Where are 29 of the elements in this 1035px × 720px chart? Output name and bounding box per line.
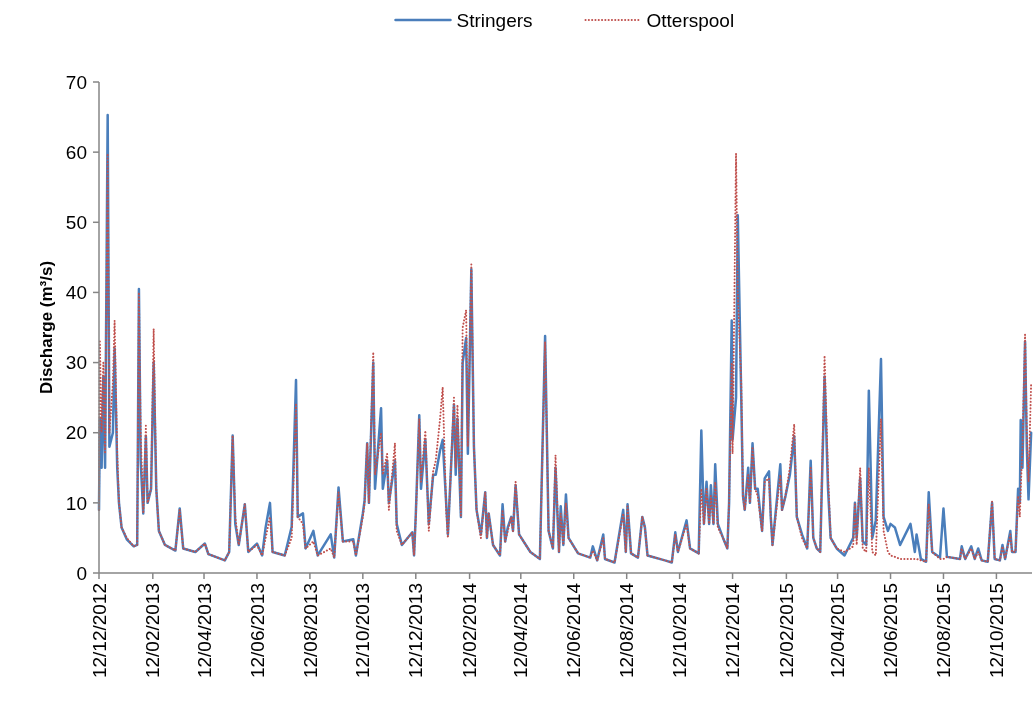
- x-tick-label: 12/06/2013: [246, 583, 268, 679]
- x-tick-label: 12/02/2013: [142, 583, 164, 679]
- x-tick-label: 12/10/2014: [669, 582, 691, 679]
- x-tick-label: 12/12/2013: [405, 583, 427, 679]
- x-tick-label: 12/12/2012: [88, 583, 110, 679]
- x-tick-label: 12/12/2014: [722, 582, 744, 679]
- x-tick-label: 12/08/2013: [299, 583, 321, 679]
- y-tick-label: 20: [65, 422, 87, 444]
- y-tick-label: 60: [65, 141, 87, 163]
- x-tick-label: 12/10/2013: [352, 583, 374, 679]
- y-axis-title: Discharge (m³/s): [37, 260, 56, 395]
- y-tick-label: 10: [65, 492, 87, 514]
- y-tick-label: 50: [65, 211, 87, 233]
- x-tick-label: 12/04/2015: [827, 583, 849, 679]
- x-tick-label: 12/02/2015: [776, 583, 798, 679]
- x-tick-label: 12/06/2015: [880, 583, 902, 679]
- y-tick-label: 0: [76, 562, 87, 584]
- legend-label: Stringers: [456, 9, 533, 31]
- legend-label: Otterspool: [646, 9, 735, 31]
- x-tick-label: 12/08/2014: [616, 582, 638, 679]
- x-tick-label: 12/04/2013: [193, 583, 215, 679]
- x-tick-label: 12/04/2014: [510, 582, 532, 679]
- x-tick-label: 12/02/2014: [459, 582, 481, 679]
- x-tick-label: 12/08/2015: [933, 583, 955, 679]
- y-tick-label: 30: [65, 352, 87, 374]
- x-tick-label: 12/06/2014: [563, 582, 585, 679]
- y-tick-label: 40: [65, 282, 87, 304]
- y-tick-label: 70: [65, 71, 87, 93]
- x-tick-label: 12/10/2015: [986, 583, 1008, 679]
